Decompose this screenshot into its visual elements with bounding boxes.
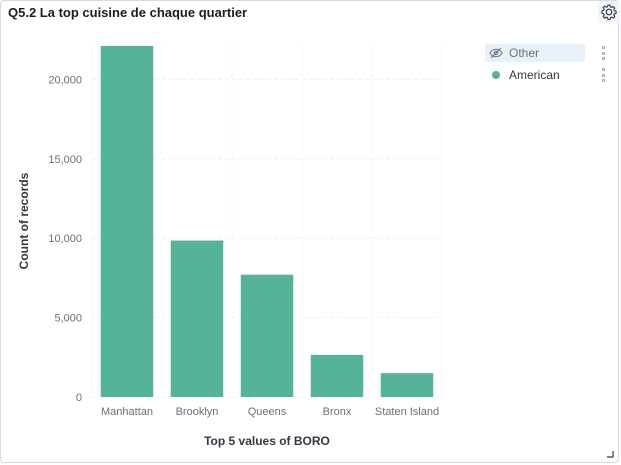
- bar-bronx: [310, 354, 364, 397]
- eye-closed-icon: [487, 47, 505, 59]
- y-tick-label: 5,000: [54, 313, 82, 325]
- x-tick-label: Manhattan: [101, 406, 153, 418]
- y-axis-title: Count of records: [17, 172, 31, 269]
- x-tick-label: Queens: [248, 406, 287, 418]
- bar-staten-island: [380, 373, 434, 397]
- x-tick-label: Bronx: [323, 406, 352, 418]
- y-tick-label: 15,000: [48, 154, 82, 166]
- y-tick-label: 10,000: [48, 233, 82, 245]
- y-axis-ticks: 0 5,000 10,000 15,000 20,000: [48, 74, 82, 404]
- legend-item-american[interactable]: American: [485, 66, 611, 84]
- legend-options-icon[interactable]: [599, 46, 607, 60]
- chart-legend: Other American: [485, 44, 611, 88]
- x-axis-ticks: Manhattan Brooklyn Queens Bronx Staten Islan…: [101, 406, 439, 418]
- legend-item-other[interactable]: Other: [485, 44, 605, 62]
- bar-queens: [240, 274, 294, 397]
- legend-options-icon[interactable]: [599, 68, 607, 82]
- y-tick-label: 0: [76, 392, 82, 404]
- y-tick-label: 20,000: [48, 74, 82, 86]
- settings-button[interactable]: [598, 1, 620, 23]
- bar-manhattan: [100, 46, 154, 397]
- bar-brooklyn: [170, 240, 224, 397]
- legend-color-dot: [492, 71, 500, 79]
- x-tick-label: Staten Island: [375, 406, 439, 418]
- gear-icon: [601, 4, 617, 20]
- resize-handle-icon[interactable]: [606, 450, 614, 458]
- panel-title: Q5.2 La top cuisine de chaque quartier: [8, 5, 248, 20]
- legend-label-other: Other: [509, 46, 540, 60]
- x-tick-label: Brooklyn: [176, 406, 219, 418]
- legend-label-american: American: [509, 68, 560, 82]
- x-axis-title: Top 5 values of BORO: [204, 434, 330, 448]
- bars: [100, 46, 434, 397]
